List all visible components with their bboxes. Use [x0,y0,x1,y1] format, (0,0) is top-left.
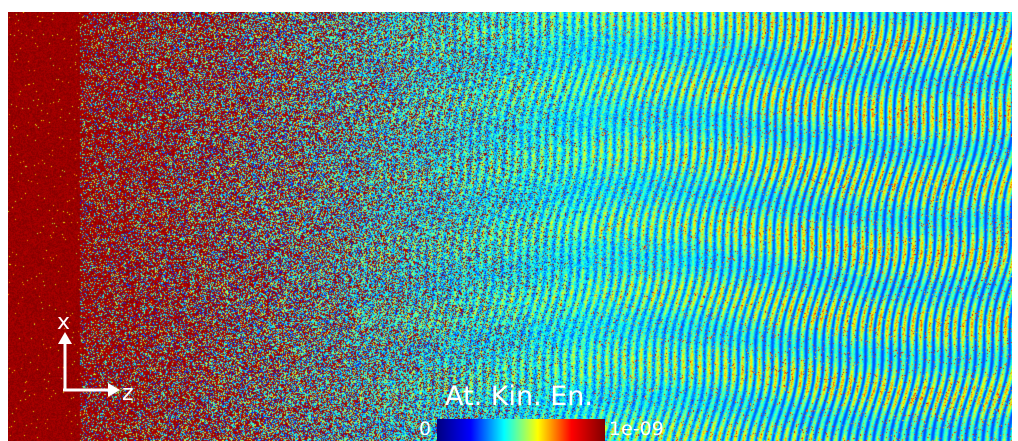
colorbar-min-label: 0 [419,418,432,440]
colorbar-title: At. Kin. En. [445,381,593,412]
colorbar-gradient [437,419,605,441]
x-axis-label: x [57,310,70,335]
particle-energy-field [8,12,1012,441]
coordinate-axes-triad: x z [57,310,134,406]
z-axis-label: z [122,381,134,406]
z-axis-arrow [63,383,120,397]
colorbar-max-label: 1e-09 [609,418,664,440]
atom-kinetic-energy-plot: x z [8,12,1012,441]
x-axis-arrow [58,332,72,390]
